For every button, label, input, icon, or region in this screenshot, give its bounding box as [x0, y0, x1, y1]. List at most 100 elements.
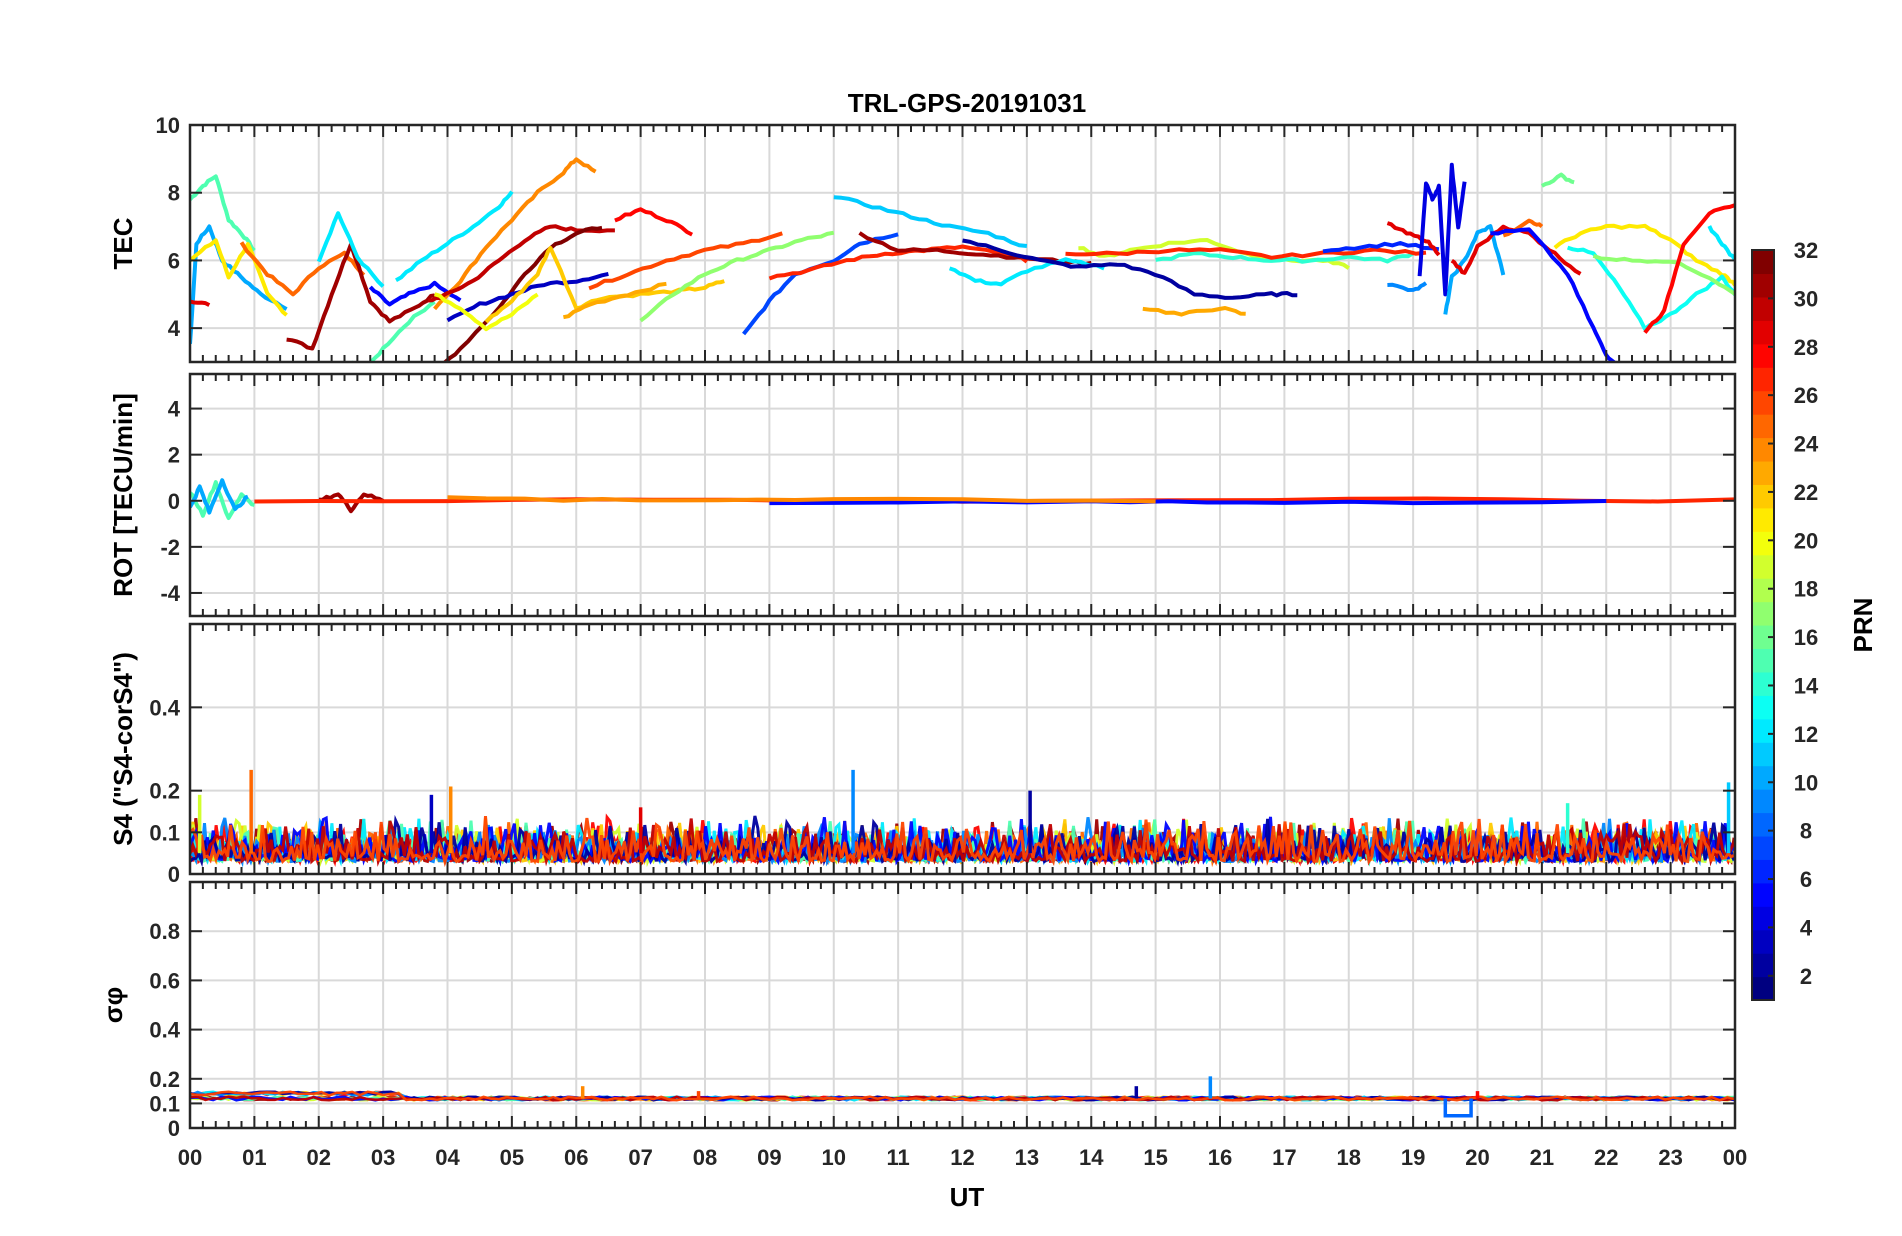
dip-prn-8 — [1443, 1098, 1473, 1118]
colorbar-segment — [1752, 648, 1774, 673]
x-tick-label: 05 — [500, 1145, 524, 1170]
series-line-prn-31 — [858, 231, 1092, 267]
y-axis-label: S4 ("S4-corS4") — [108, 652, 138, 846]
series-line-prn-28 — [1643, 203, 1735, 334]
colorbar-segment — [1752, 929, 1774, 954]
colorbar-segment — [1752, 414, 1774, 439]
x-tick-label: 03 — [371, 1145, 395, 1170]
colorbar-tick-label: 12 — [1794, 722, 1818, 747]
series-line-prn-17 — [1592, 254, 1735, 296]
colorbar-segment — [1752, 320, 1774, 345]
series-line-prn-5 — [368, 280, 462, 307]
colorbar-segment — [1752, 531, 1774, 556]
x-tick-label: 11 — [886, 1145, 909, 1170]
y-tick-label: 2 — [168, 443, 180, 468]
colorbar-segment — [1752, 578, 1774, 603]
colorbar-segment — [1752, 789, 1774, 814]
series-line-prn-16 — [1540, 172, 1575, 188]
series-line-prn-31 — [318, 492, 385, 514]
x-tick-label: 00 — [178, 1145, 202, 1170]
y-tick-label: -2 — [160, 535, 180, 560]
colorbar-segment — [1752, 765, 1774, 790]
x-tick-label: 06 — [564, 1145, 588, 1170]
y-tick-label: 10 — [156, 113, 180, 138]
y-tick-label: 6 — [168, 248, 180, 273]
series-line-prn-28 — [614, 207, 694, 237]
colorbar-segment — [1752, 343, 1774, 368]
colorbar-segment — [1752, 835, 1774, 860]
series-line-prn-29 — [190, 299, 211, 307]
colorbar-segment — [1752, 601, 1774, 626]
colorbar-segment — [1752, 812, 1774, 837]
colorbar-tick-label: 4 — [1800, 915, 1813, 940]
series-line-prn-5 — [1490, 227, 1617, 362]
series-line-prn-5 — [769, 499, 1607, 506]
colorbar-tick-label: 30 — [1794, 286, 1818, 311]
colorbar-segment — [1752, 554, 1774, 579]
data-layer — [190, 1076, 1735, 1118]
series-line-prn-12 — [316, 211, 385, 288]
y-tick-label: -4 — [160, 581, 180, 606]
colorbar-segment — [1752, 273, 1774, 298]
colorbar-segment — [1752, 250, 1774, 275]
panel-4: 00.10.2 0.4 0.6 0.8 σφ — [98, 880, 1737, 1141]
y-axis-label: σφ — [98, 987, 128, 1023]
series-line-prn-10 — [190, 478, 249, 515]
series-line-prn-20 — [434, 292, 539, 332]
colorbar-tick-label: 10 — [1794, 770, 1818, 795]
colorbar-segment — [1752, 460, 1774, 485]
series-line-prn-24 — [433, 157, 597, 311]
colorbar-segment — [1752, 507, 1774, 532]
series-line-prn-4 — [1417, 162, 1467, 297]
series-line-prn-30 — [428, 224, 615, 303]
x-tick-label: 14 — [1079, 1145, 1104, 1170]
colorbar-tick-label: 20 — [1794, 528, 1818, 553]
x-tick-label: 13 — [1015, 1145, 1039, 1170]
colorbar-segment — [1752, 906, 1774, 931]
series-line-prn-21 — [1553, 223, 1735, 287]
colorbar-tick-label: 26 — [1794, 383, 1818, 408]
y-tick-label: 0 — [168, 862, 180, 887]
x-tick-label: 10 — [822, 1145, 846, 1170]
colorbar-label: PRN — [1848, 598, 1878, 653]
colorbar-segment — [1752, 742, 1774, 767]
series-line-prn-24 — [447, 495, 1156, 504]
colorbar-tick-label: 6 — [1800, 867, 1812, 892]
colorbar-segment — [1752, 671, 1774, 696]
x-tick-label: 18 — [1337, 1145, 1361, 1170]
colorbar-tick-label: 2 — [1800, 964, 1812, 989]
x-tick-label: 00 — [1723, 1145, 1747, 1170]
colorbar-frame — [1751, 249, 1775, 1001]
colorbar-tick-label: 24 — [1794, 432, 1819, 457]
y-tick-label: 0.2 — [149, 779, 180, 804]
x-tick-label: 08 — [693, 1145, 717, 1170]
data-layer — [190, 157, 1735, 362]
series-line-prn-12 — [395, 190, 514, 283]
x-axis-label: UT — [950, 1182, 985, 1212]
colorbar-segment — [1752, 976, 1774, 1001]
panel-3: 0 0.1 0.2 0.4 S4 ("S4-corS4") — [108, 622, 1737, 887]
colorbar-tick-label: 18 — [1794, 577, 1818, 602]
colorbar-segment — [1752, 695, 1774, 720]
y-tick-label: 0.4 — [149, 695, 180, 720]
x-tick-label: 20 — [1465, 1145, 1489, 1170]
series-line-prn-26 — [190, 815, 1735, 868]
colorbar-tick-label: 8 — [1800, 819, 1812, 844]
y-tick-label: 0.6 — [149, 968, 180, 993]
y-tick-label: 0.1 — [149, 1091, 180, 1116]
x-tick-label: 19 — [1401, 1145, 1425, 1170]
series-line-prn-11 — [833, 195, 1028, 248]
series-line-prn-15 — [190, 174, 256, 252]
y-tick-label: 8 — [168, 181, 180, 206]
x-tick-label: 12 — [950, 1145, 974, 1170]
y-tick-label: 4 — [168, 316, 181, 341]
colorbar-segment — [1752, 367, 1774, 392]
x-tick-label: 01 — [242, 1145, 266, 1170]
series-line-prn-27 — [1065, 247, 1427, 260]
series-line-prn-29 — [1386, 221, 1441, 257]
panel-2: -4 -2 0 2 4 ROT [TECU/min] — [108, 372, 1737, 618]
x-tick-label: 17 — [1272, 1145, 1296, 1170]
series-line-prn-31 — [286, 242, 435, 351]
y-tick-label: 0.8 — [149, 919, 180, 944]
